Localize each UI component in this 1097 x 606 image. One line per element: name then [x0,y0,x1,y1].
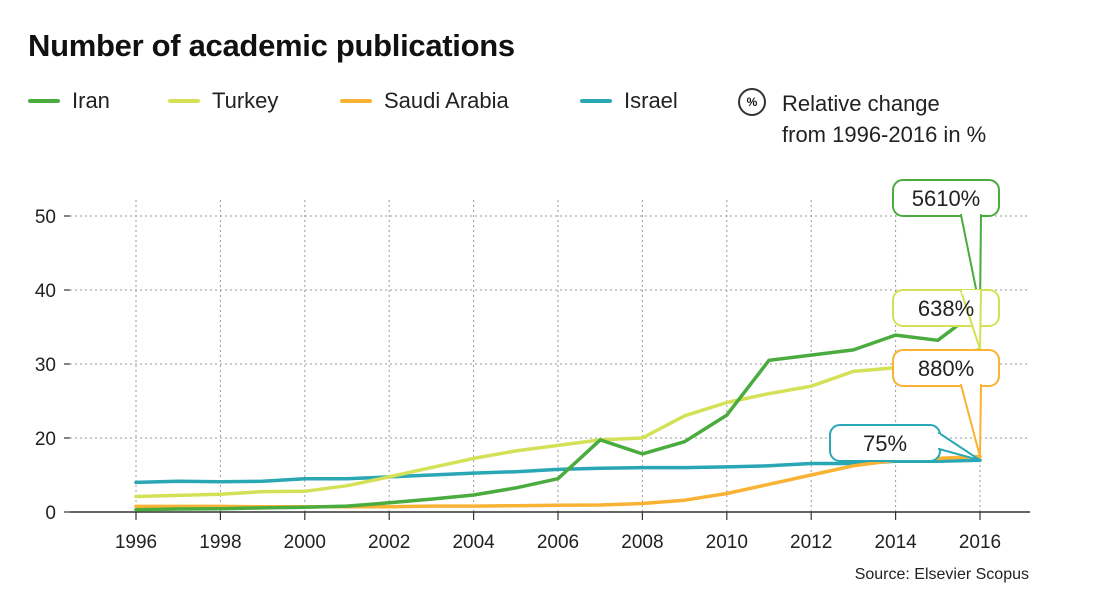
callout-israel: 75% [830,425,980,461]
callout-label-iran: 5610% [912,186,981,211]
y-tick-label: 40 [35,281,56,302]
callout-label-israel: 75% [863,431,907,456]
callout-label-turkey: 638% [918,296,974,321]
y-tick-label: 50 [35,207,56,228]
x-tick-label: 2000 [284,532,326,553]
x-tick-label: 1998 [199,532,241,553]
chart-frame: Number of academic publications Iran Tur… [0,0,1097,606]
callout-pointer [961,385,981,457]
x-tick-label: 2016 [959,532,1001,553]
x-tick-label: 1996 [115,532,157,553]
source-note: Source: Elsevier Scopus [855,566,1029,584]
x-tick-label: 2014 [874,532,917,553]
callout-turkey: 638% [893,290,999,349]
y-tick-label: 30 [35,355,56,376]
callout-seam [962,382,980,386]
callout-label-saudi-arabia: 880% [918,356,974,381]
y-tick-label: 0 [45,503,56,524]
x-tick-label: 2012 [790,532,832,553]
x-tick-label: 2008 [621,532,663,553]
line-chart: 0 20 30 40 50 1996 1998 2000 2002 2004 2006 2008 201… [0,0,1097,606]
y-tick-label: 20 [35,429,56,450]
x-tick-label: 2010 [706,532,748,553]
callout-seam [936,434,940,448]
callout-seam [962,212,980,216]
x-tick-label: 2006 [537,532,579,553]
x-tick-label: 2002 [368,532,410,553]
callout-seam [962,290,980,294]
x-tick-label: 2004 [452,532,495,553]
